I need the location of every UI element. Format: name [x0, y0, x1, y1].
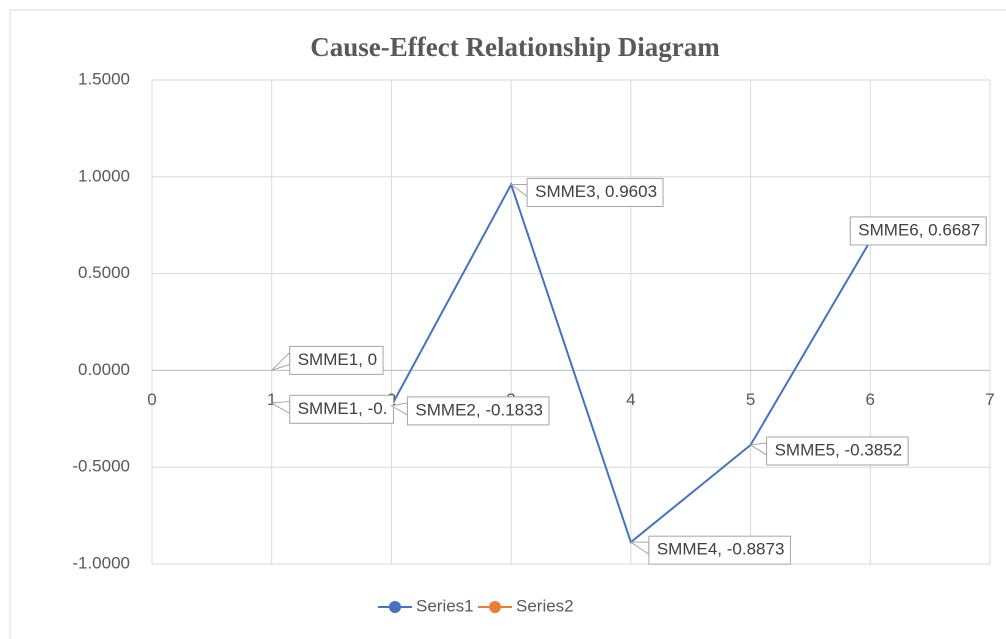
y-tick-label: 1.0000 [78, 166, 130, 185]
data-label: SMME4, -0.8873 [657, 540, 785, 559]
chart-title: Cause-Effect Relationship Diagram [310, 32, 720, 62]
data-label-box [289, 345, 384, 375]
y-tick-label: 0.0000 [78, 360, 130, 379]
x-tick-label: 7 [985, 390, 994, 409]
data-label-box [406, 396, 550, 426]
legend-marker [489, 601, 501, 613]
data-label: SMME1, -0. [298, 399, 388, 418]
data-label-box [766, 436, 909, 466]
y-tick-label: 0.5000 [78, 263, 130, 282]
x-tick-label: 0 [147, 390, 156, 409]
y-tick-label: 1.5000 [78, 69, 130, 88]
chart-border [9, 9, 1006, 639]
legend-label: Series1 [416, 596, 474, 615]
data-label-box [526, 177, 664, 207]
data-label-box [849, 216, 987, 246]
data-label: SMME1, 0 [298, 350, 377, 369]
data-label: SMME5, -0.3852 [775, 440, 903, 459]
data-label: SMME6, 0.6687 [858, 220, 980, 239]
x-tick-label: 1 [267, 390, 276, 409]
data-label-box [648, 535, 791, 565]
y-tick-label: -0.5000 [72, 457, 130, 476]
y-tick-label: -1.0000 [72, 553, 130, 572]
data-label: SMME2, -0.1833 [415, 400, 543, 419]
data-label-box [289, 394, 394, 424]
legend-marker [389, 601, 401, 613]
data-label: SMME3, 0.9603 [535, 182, 657, 201]
legend-label: Series2 [516, 596, 574, 615]
x-tick-label: 6 [866, 390, 875, 409]
x-tick-label: 5 [746, 390, 755, 409]
x-tick-label: 4 [626, 390, 635, 409]
